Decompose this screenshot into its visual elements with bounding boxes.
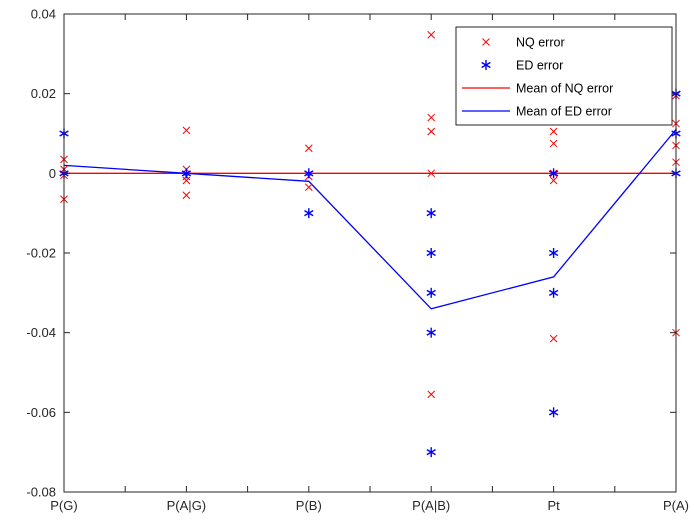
y-tick-label: 0.04	[31, 7, 56, 22]
nq-error-point	[427, 113, 436, 122]
nq-error-point	[549, 127, 558, 136]
y-tick-label: -0.02	[26, 246, 56, 261]
nq-error-point	[427, 30, 436, 39]
x-tick-label: P(A|G)	[167, 498, 207, 513]
nq-error-point	[427, 127, 436, 136]
x-tick-label: P(B)	[296, 498, 322, 513]
mean-of-ed-error-line	[63, 129, 677, 310]
legend-swatch	[481, 60, 491, 70]
ed-error-point	[426, 208, 436, 219]
ed-error-point	[426, 447, 436, 458]
ed-error-point	[426, 327, 436, 338]
legend-item[interactable]: Mean of NQ error	[462, 82, 613, 96]
ed-error-point	[548, 287, 559, 298]
ed-error-point	[426, 287, 436, 298]
nq-error-point	[427, 169, 436, 178]
nq-error-point	[549, 334, 558, 343]
legend-label: Mean of NQ error	[516, 82, 613, 96]
y-tick-label: -0.06	[26, 405, 56, 420]
nq-error-point	[304, 144, 313, 153]
nq-error-point	[549, 139, 558, 148]
nq-error-point	[427, 390, 436, 399]
ed-error-point	[304, 208, 314, 219]
nq-error-point	[182, 126, 191, 135]
legend-item[interactable]: ED error	[481, 59, 564, 73]
x-tick-label: Pt	[547, 498, 560, 513]
ed-error-point	[548, 407, 559, 418]
legend-label: ED error	[516, 59, 563, 73]
x-tick-label: P(A)	[663, 498, 689, 513]
ed-error-point	[426, 248, 436, 258]
axes: P(G) P(A|G) P(B) P(A|B) Pt P(A) -0.08 -0.06 -0.0…	[26, 7, 689, 514]
ed-error-point	[548, 168, 559, 179]
legend-item[interactable]: NQ error	[482, 36, 565, 50]
legend-swatch	[482, 38, 490, 46]
nq-error-point	[549, 176, 558, 185]
y-tick-label: -0.08	[26, 485, 56, 500]
nq-error-point	[182, 191, 191, 200]
y-tick-label: -0.04	[26, 325, 56, 340]
y-tick-label: 0	[49, 166, 56, 181]
nq-error-point	[304, 183, 313, 192]
nq-error-point	[182, 176, 191, 185]
legend[interactable]: NQ error ED error Mean of NQ error Mean of …	[455, 26, 673, 126]
x-tick-label: P(G)	[50, 498, 77, 513]
legend-box	[455, 26, 673, 126]
y-tick-label: 0.02	[31, 86, 56, 101]
legend-label: NQ error	[516, 36, 565, 50]
legend-label: Mean of ED error	[516, 105, 612, 119]
ed-error-point	[548, 248, 559, 258]
mean-lines	[63, 129, 677, 310]
ed-error-point	[181, 168, 192, 179]
x-tick-label: P(A|B)	[412, 498, 450, 513]
legend-item[interactable]: Mean of ED error	[462, 105, 612, 119]
ed-error-point	[304, 168, 314, 179]
